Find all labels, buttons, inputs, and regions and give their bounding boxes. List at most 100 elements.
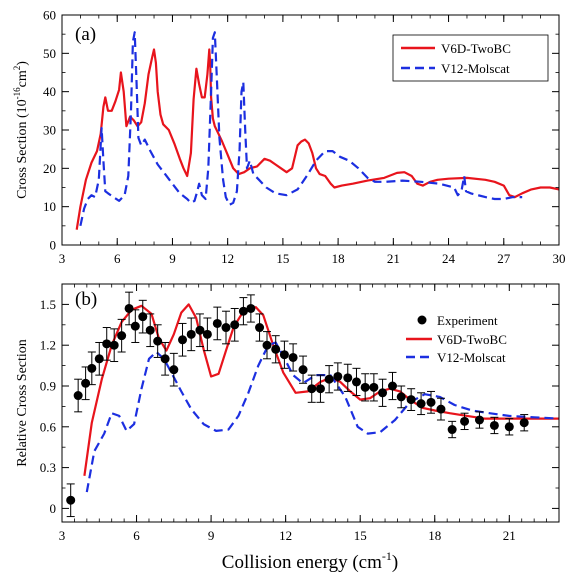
panel-b-experiment-point [117, 318, 127, 353]
x-tick-label: 21 [503, 528, 516, 543]
panel-b-experiment-point [396, 385, 406, 409]
panel-b-experiment-point [124, 291, 134, 326]
y-tick-label: 0 [50, 501, 57, 516]
y-tick-label: 0.6 [40, 419, 57, 434]
y-tick-label: 0 [50, 238, 57, 253]
panel-b: 3 6 9 12 15 18 21 0 0.3 0.6 0.9 1.2 1.5 (b) Relative… [15, 283, 560, 573]
panel-b-legend: Experiment V6D-TwoBC V12-Molscat [402, 306, 552, 370]
x-tick-label: 21 [387, 251, 400, 266]
panel-b-experiment-point [94, 341, 104, 376]
panel-b-experiment-point [178, 322, 188, 357]
panel-b-experiment-point [447, 420, 457, 439]
panel-b-experiment-point [489, 416, 499, 435]
panel-b-series-v12-molscat-line [85, 341, 559, 493]
panel-b-experiment-point [202, 317, 212, 352]
panel-b-experiment-point [160, 341, 170, 376]
panel-b-experiment-point [406, 388, 416, 411]
panel-b-experiment-point [519, 414, 529, 432]
panel-a-legend-label-v12: V12-Molscat [441, 61, 510, 76]
panel-b-experiment-point [460, 412, 470, 431]
panel-b-experiment-point [109, 328, 119, 363]
panel-b-experiment-point [102, 327, 112, 361]
panel-b-experiment-point [186, 317, 196, 352]
y-tick-label: 20 [43, 161, 56, 176]
x-tick-label: 6 [114, 251, 121, 266]
x-tick-label: 9 [208, 528, 215, 543]
panel-b-y-axis-label: Relative Cross Section [15, 339, 30, 467]
panel-b-experiment-point [474, 411, 484, 429]
panel-b-experiment-point [298, 355, 308, 384]
panel-b-legend-label-v12: V12-Molscat [437, 350, 506, 365]
panel-b-experiment-point [145, 313, 155, 348]
panel-b-experiment-point [212, 306, 222, 341]
panel-a-legend-label-v6d: V6D-TwoBC [441, 41, 511, 56]
x-tick-label: 18 [428, 528, 441, 543]
y-tick-label: 60 [43, 8, 56, 23]
panel-b-experiment-point [246, 294, 256, 323]
panel-b-experiment-point [230, 307, 240, 342]
y-tick-label: 0.9 [40, 379, 56, 394]
panel-b-experiment-point [195, 313, 205, 348]
panel-a-series-v12-molscat-line [79, 31, 523, 227]
x-tick-label: 12 [221, 251, 234, 266]
panel-b-label: (b) [75, 289, 97, 310]
x-tick-label: 24 [442, 251, 456, 266]
x-tick-label: 27 [497, 251, 511, 266]
panel-b-frame [61, 283, 560, 523]
panel-b-experiment-point [307, 374, 317, 403]
x-tick-label: 18 [332, 251, 345, 266]
y-tick-label: 40 [43, 84, 56, 99]
panel-b-x-axis-label: Collision energy (cm-1) [222, 549, 398, 573]
panel-b-legend-swatch-experiment [417, 315, 427, 325]
panel-b-experiment-point [153, 324, 163, 358]
panel-b-experiment-point [271, 335, 281, 364]
x-tick-label: 30 [553, 251, 566, 266]
panel-b-experiment-point [504, 418, 514, 436]
panel-b-experiment-point [416, 392, 426, 416]
panel-a: 3 6 9 12 15 18 21 24 27 30 0 10 20 30 40 50 60 (a) Cross… [12, 8, 566, 267]
y-tick-label: 1.2 [40, 338, 56, 353]
y-tick-label: 30 [43, 123, 56, 138]
panel-b-experiment-point [388, 371, 398, 401]
panel-b-experiment-point [288, 343, 298, 372]
panel-b-experiment-point [66, 483, 76, 518]
panel-b-experiment-point [238, 297, 248, 326]
x-tick-label: 3 [59, 528, 66, 543]
panel-b-experiment-point [343, 363, 353, 392]
y-tick-label: 1.5 [40, 297, 56, 312]
y-tick-label: 50 [43, 46, 56, 61]
panel-b-experiment-point [138, 299, 148, 334]
panel-b-experiment-point [279, 340, 289, 369]
panel-b-experiment-point [262, 331, 272, 360]
panel-a-legend-box [392, 34, 549, 82]
x-tick-label: 9 [169, 251, 176, 266]
panel-a-frame [61, 14, 560, 246]
panel-b-experiment-point [315, 374, 325, 403]
x-tick-label: 15 [354, 528, 367, 543]
panel-b-experiment-point [360, 373, 370, 402]
x-tick-label: 15 [276, 251, 289, 266]
panel-b-experiment-point [87, 351, 97, 386]
panel-a-label: (a) [75, 24, 96, 45]
panel-b-legend-label-experiment: Experiment [437, 313, 498, 328]
panel-b-experiment-point [221, 310, 231, 345]
y-tick-label: 10 [43, 199, 56, 214]
panel-a-y-axis-label: Cross Section (10-16cm2) [12, 61, 30, 199]
panel-a-legend: V6D-TwoBC V12-Molscat [392, 34, 549, 82]
panel-b-legend-label-v6d: V6D-TwoBC [437, 332, 507, 347]
panel-b-experiment-point [73, 378, 83, 413]
panel-b-experiment-point [351, 367, 361, 397]
panel-b-experiment-point [426, 390, 436, 414]
panel-b-experiment-point [378, 378, 388, 407]
panel-b-experiment-point [255, 313, 265, 342]
x-tick-label: 3 [59, 251, 66, 266]
x-tick-label: 12 [279, 528, 292, 543]
panel-b-experiment-point [130, 309, 140, 343]
panel-b-experiment-point [324, 365, 334, 394]
x-tick-label: 6 [133, 528, 140, 543]
y-tick-label: 0.3 [40, 460, 56, 475]
panel-b-experiment-point [436, 397, 446, 421]
panel-b-experiment-point [369, 373, 379, 402]
